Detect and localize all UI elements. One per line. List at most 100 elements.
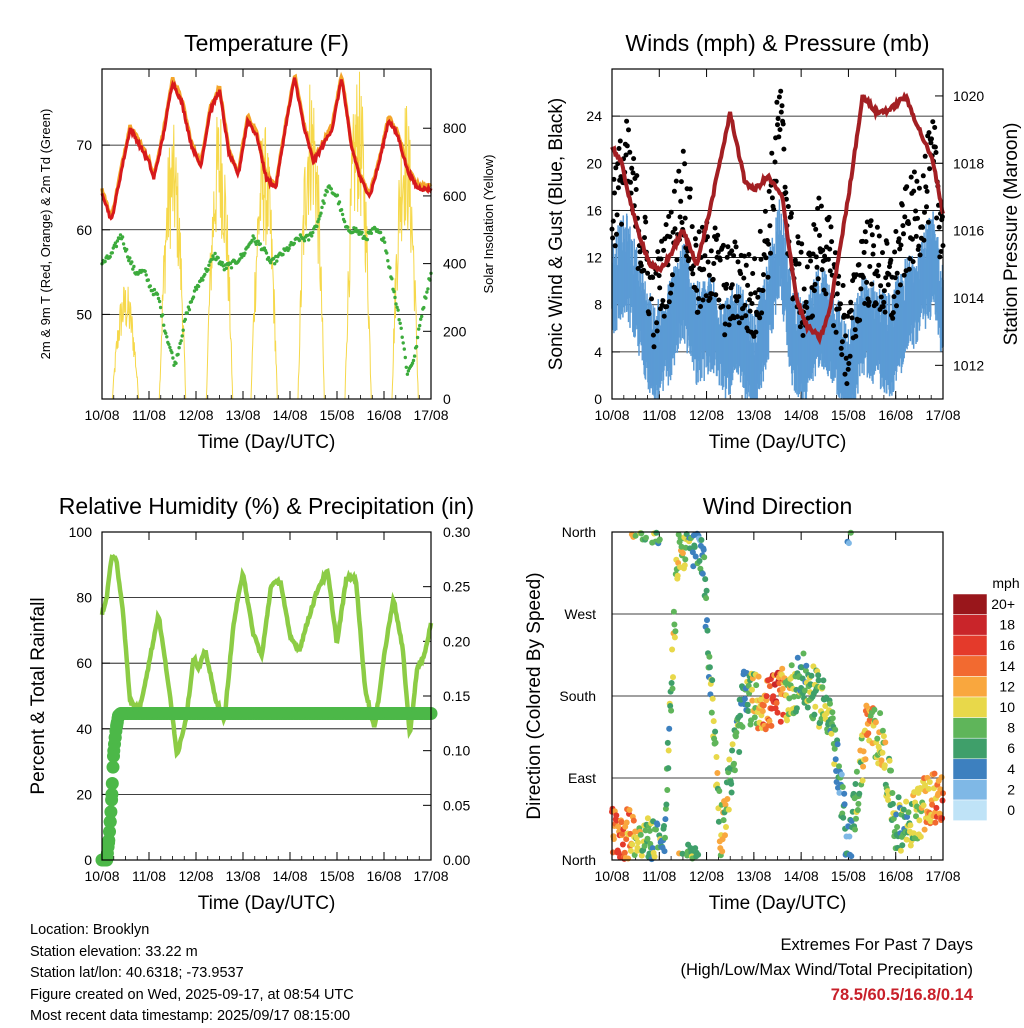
gust-point — [933, 150, 939, 155]
direction-point — [745, 708, 752, 714]
gust-point — [927, 166, 933, 172]
direction-point — [938, 774, 945, 781]
panel2-title: Winds (mph) & Pressure (mb) — [625, 30, 929, 56]
gust-point — [696, 296, 702, 302]
direction-point — [749, 686, 755, 693]
gust-point — [849, 315, 855, 321]
gust-point — [668, 209, 674, 215]
gust-point — [667, 234, 673, 240]
direction-point — [724, 796, 731, 802]
direction-point — [626, 807, 633, 813]
dewpoint-point — [378, 230, 383, 235]
gust-point — [907, 256, 913, 262]
dewpoint-point — [170, 350, 174, 355]
gust-point — [736, 320, 742, 326]
dewpoint-point — [272, 256, 276, 261]
dewpoint-point — [201, 278, 205, 282]
gust-point — [666, 214, 672, 219]
direction-point — [760, 702, 767, 709]
dewpoint-point — [412, 354, 417, 358]
gust-point — [689, 224, 695, 230]
legend-label: 6 — [1007, 740, 1015, 756]
gust-point — [810, 251, 816, 257]
gust-point — [765, 274, 771, 280]
direction-point — [874, 735, 881, 742]
gust-point — [724, 281, 730, 287]
direction-point — [819, 684, 826, 691]
gust-point — [682, 215, 688, 221]
panel2-ytick-right-label: 1014 — [953, 290, 984, 306]
gust-point — [643, 219, 649, 225]
gust-point — [680, 148, 686, 154]
gust-point — [826, 214, 832, 220]
dewpoint-point — [164, 331, 168, 335]
direction-point — [670, 608, 677, 615]
elevation-text: Station elevation: 33.22 m — [30, 943, 198, 960]
gust-point — [898, 242, 904, 248]
dewpoint-point — [335, 193, 340, 197]
dewpoint-point — [425, 290, 429, 294]
direction-point — [798, 664, 805, 671]
direction-point — [731, 760, 737, 767]
direction-point — [644, 835, 651, 842]
panel4-xtick-label: 10/08 — [594, 868, 629, 884]
gust-point — [677, 214, 683, 220]
gust-point — [690, 271, 696, 277]
gust-point — [731, 253, 737, 259]
gust-point — [924, 204, 929, 210]
gust-point — [821, 287, 827, 293]
gust-point — [624, 118, 630, 124]
gust-point — [892, 275, 898, 281]
gust-point — [801, 286, 807, 292]
direction-point — [629, 841, 636, 848]
solar-insolation-line — [205, 116, 234, 400]
solar-insolation-line — [391, 105, 419, 400]
direction-point — [927, 818, 934, 825]
gust-point — [893, 229, 899, 234]
dewpoint-point — [213, 251, 217, 256]
gust-point — [811, 222, 817, 228]
gust-point — [816, 195, 822, 201]
gust-point — [668, 290, 674, 296]
gust-point — [616, 146, 622, 151]
direction-point — [921, 826, 928, 833]
gust-point — [908, 174, 914, 180]
direction-point — [820, 677, 827, 684]
gust-point — [901, 272, 907, 278]
direction-point — [768, 722, 775, 729]
direction-point — [664, 787, 671, 793]
gust-point — [874, 224, 880, 230]
gust-point — [822, 253, 828, 259]
gust-point — [703, 293, 709, 299]
direction-point — [794, 654, 801, 661]
direction-point — [665, 765, 672, 772]
dewpoint-point — [405, 372, 410, 376]
gust-point — [827, 246, 833, 252]
dewpoint-point — [148, 284, 152, 288]
direction-point — [939, 815, 946, 822]
gust-point — [736, 294, 742, 300]
gust-point — [937, 254, 943, 260]
dewpoint-point — [329, 187, 333, 191]
gust-point — [627, 149, 633, 155]
dewpoint-point — [258, 242, 262, 246]
gust-point — [823, 291, 829, 297]
direction-point — [926, 779, 933, 785]
direction-point — [853, 815, 859, 822]
dewpoint-point — [168, 345, 172, 350]
panel3-ytick-label: 60 — [76, 655, 92, 671]
dewpoint-point — [297, 238, 302, 243]
gust-point — [831, 323, 836, 329]
direction-point — [860, 763, 867, 770]
gust-point — [817, 233, 822, 238]
direction-point — [661, 823, 667, 829]
direction-point — [702, 576, 709, 583]
direction-point — [674, 572, 681, 579]
direction-point — [731, 767, 738, 774]
gust-point — [749, 301, 755, 306]
gust-point — [911, 188, 917, 194]
gust-point — [804, 264, 810, 270]
direction-point — [699, 570, 706, 577]
direction-point — [704, 627, 711, 634]
gust-point — [664, 304, 670, 310]
